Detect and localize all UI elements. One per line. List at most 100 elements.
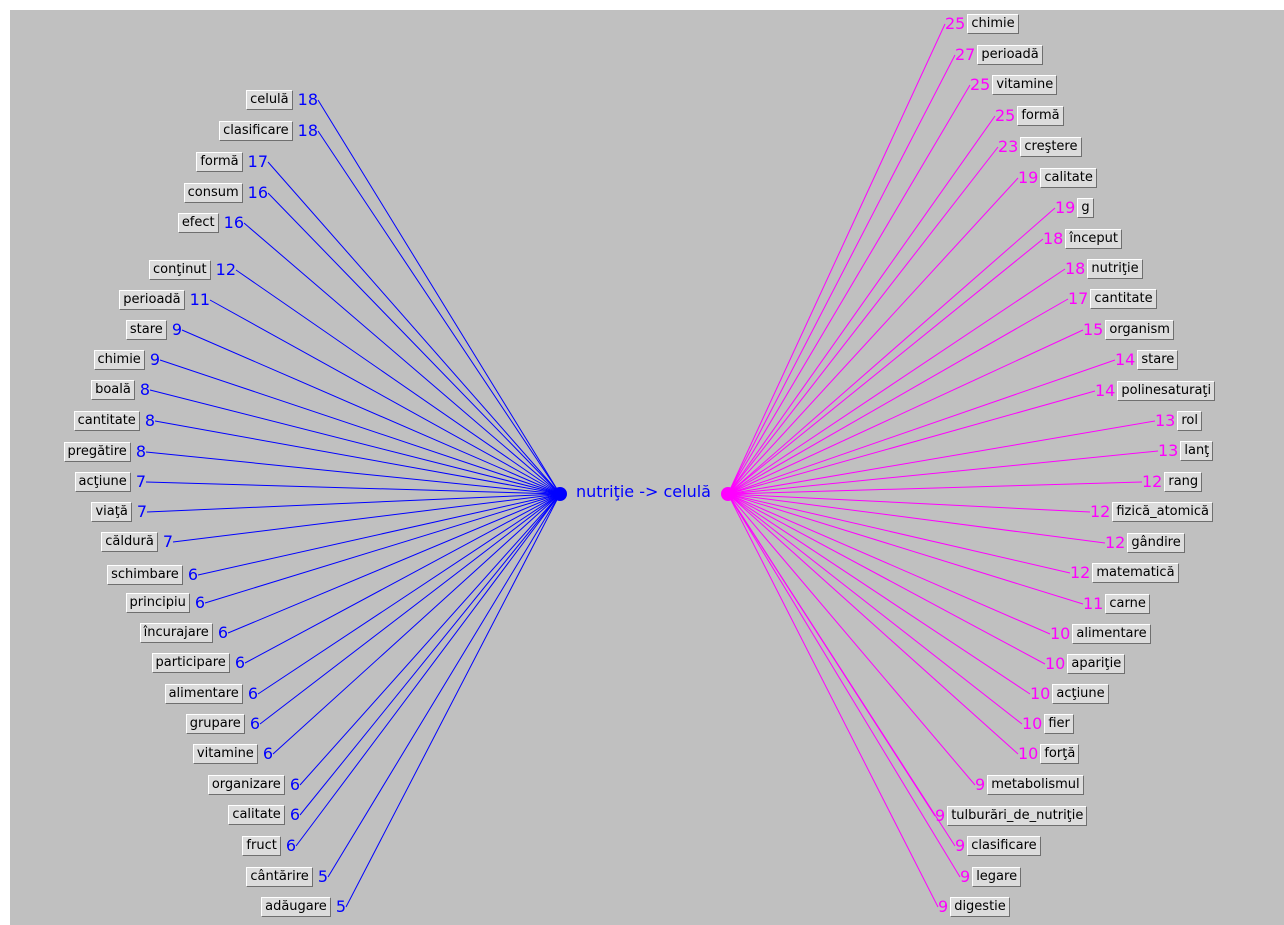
right-link-line	[727, 84, 971, 495]
left-word-label: formă	[196, 152, 243, 172]
left-word-item[interactable]: cântărire 5	[246, 866, 328, 888]
right-word-item[interactable]: 13 lanţ	[1158, 440, 1214, 462]
left-word-score: 6	[289, 805, 300, 824]
left-word-label: cantitate	[73, 411, 140, 431]
left-word-item[interactable]: clasificare 18	[219, 120, 318, 142]
right-word-label: matematică	[1092, 563, 1179, 583]
center-query-label: nutriţie -> celulă	[576, 482, 711, 501]
left-word-score: 9	[171, 320, 182, 339]
left-link-line	[345, 493, 561, 908]
left-word-item[interactable]: principiu 6	[125, 592, 205, 614]
left-word-item[interactable]: participare 6	[151, 652, 245, 674]
right-link-line	[727, 493, 1084, 605]
right-word-item[interactable]: 12 rang	[1142, 471, 1203, 493]
right-link-line	[727, 268, 1066, 495]
right-word-item[interactable]: 12 fizică_atomică	[1090, 501, 1214, 523]
left-word-score: 18	[297, 121, 318, 140]
right-word-score: 10	[1022, 714, 1043, 733]
left-word-item[interactable]: conţinut 12	[149, 259, 236, 281]
right-word-label: alimentare	[1072, 624, 1151, 644]
left-word-score: 8	[144, 411, 155, 430]
right-word-item[interactable]: 13 rol	[1155, 410, 1202, 432]
left-word-item[interactable]: efect 16	[177, 212, 244, 234]
left-word-item[interactable]: încurajare 6	[139, 622, 228, 644]
right-word-item[interactable]: 18 început	[1043, 228, 1122, 250]
right-word-label: apariţie	[1067, 654, 1126, 674]
right-word-item[interactable]: 18 nutriţie	[1065, 258, 1143, 280]
left-link-line	[172, 493, 561, 543]
left-word-item[interactable]: căldură 7	[101, 531, 173, 553]
right-word-item[interactable]: 14 stare	[1115, 349, 1179, 371]
right-word-label: gândire	[1127, 533, 1185, 553]
left-word-item[interactable]: celulă 18	[246, 89, 318, 111]
left-word-item[interactable]: adăugare 5	[261, 896, 346, 918]
right-word-item[interactable]: 19 calitate	[1018, 167, 1097, 189]
left-word-label: încurajare	[139, 623, 213, 643]
left-word-item[interactable]: chimie 9	[93, 349, 160, 371]
right-hub-node	[721, 487, 735, 501]
right-word-item[interactable]: 25 vitamine	[970, 74, 1058, 96]
right-word-item[interactable]: 9 metabolismul	[975, 774, 1084, 796]
left-word-item[interactable]: consum 16	[183, 182, 268, 204]
right-word-score: 25	[970, 75, 991, 94]
right-word-item[interactable]: 10 apariţie	[1045, 653, 1126, 675]
right-link-line	[727, 329, 1084, 495]
right-word-item[interactable]: 9 tulburări_de_nutriţie	[935, 805, 1088, 827]
right-word-item[interactable]: 14 polinesaturaţi	[1095, 380, 1216, 402]
right-word-item[interactable]: 10 forţă	[1018, 743, 1080, 765]
left-link-line	[154, 420, 561, 495]
left-link-line	[317, 99, 561, 495]
left-word-item[interactable]: fruct 6	[242, 835, 296, 857]
left-word-item[interactable]: schimbare 6	[107, 564, 198, 586]
left-link-line	[243, 222, 561, 495]
right-link-line	[727, 493, 1019, 755]
right-word-item[interactable]: 10 alimentare	[1050, 623, 1151, 645]
right-link-line	[727, 298, 1069, 495]
left-word-label: clasificare	[219, 121, 293, 141]
right-link-line	[727, 23, 946, 495]
right-word-item[interactable]: 17 cantitate	[1068, 288, 1157, 310]
left-word-item[interactable]: organizare 6	[207, 774, 300, 796]
right-link-line	[727, 450, 1159, 495]
left-word-item[interactable]: acţiune 7	[74, 471, 146, 493]
right-word-score: 13	[1155, 411, 1176, 430]
left-word-item[interactable]: perioadă 11	[119, 289, 210, 311]
left-word-item[interactable]: calitate 6	[228, 804, 300, 826]
left-word-label: căldură	[101, 532, 158, 552]
left-word-label: organizare	[207, 775, 285, 795]
left-word-item[interactable]: viaţă 7	[91, 501, 147, 523]
right-word-item[interactable]: 23 creştere	[998, 136, 1082, 158]
right-word-item[interactable]: 15 organism	[1083, 319, 1174, 341]
right-word-score: 11	[1083, 594, 1104, 613]
right-word-item[interactable]: 25 formă	[995, 105, 1064, 127]
left-word-item[interactable]: pregătire 8	[63, 441, 146, 463]
right-word-score: 9	[975, 775, 986, 794]
right-link-line	[727, 54, 956, 495]
right-word-item[interactable]: 27 perioadă	[955, 44, 1043, 66]
right-word-item[interactable]: 12 gândire	[1105, 532, 1185, 554]
left-word-item[interactable]: formă 17	[196, 151, 268, 173]
left-word-item[interactable]: grupare 6	[185, 713, 260, 735]
left-word-item[interactable]: boală 8	[91, 379, 150, 401]
right-word-item[interactable]: 9 legare	[960, 866, 1022, 888]
right-word-item[interactable]: 25 chimie	[945, 13, 1019, 35]
right-word-item[interactable]: 19 g	[1055, 197, 1094, 219]
left-word-item[interactable]: cantitate 8	[73, 410, 155, 432]
right-word-item[interactable]: 12 matematică	[1070, 562, 1179, 584]
right-word-score: 18	[1043, 229, 1064, 248]
right-word-score: 25	[995, 106, 1016, 125]
left-word-score: 18	[297, 90, 318, 109]
left-word-label: celulă	[246, 90, 293, 110]
right-word-item[interactable]: 10 acţiune	[1030, 683, 1109, 705]
left-word-item[interactable]: stare 9	[125, 319, 182, 341]
left-word-label: efect	[177, 213, 219, 233]
right-word-item[interactable]: 11 carne	[1083, 593, 1150, 615]
right-word-item[interactable]: 10 fier	[1022, 713, 1074, 735]
right-word-item[interactable]: 9 clasificare	[955, 835, 1041, 857]
left-word-item[interactable]: alimentare 6	[164, 683, 258, 705]
right-word-label: carne	[1105, 594, 1150, 614]
right-link-line	[727, 238, 1044, 495]
right-word-label: fier	[1044, 714, 1074, 734]
left-word-item[interactable]: vitamine 6	[192, 743, 273, 765]
right-word-item[interactable]: 9 digestie	[938, 896, 1010, 918]
